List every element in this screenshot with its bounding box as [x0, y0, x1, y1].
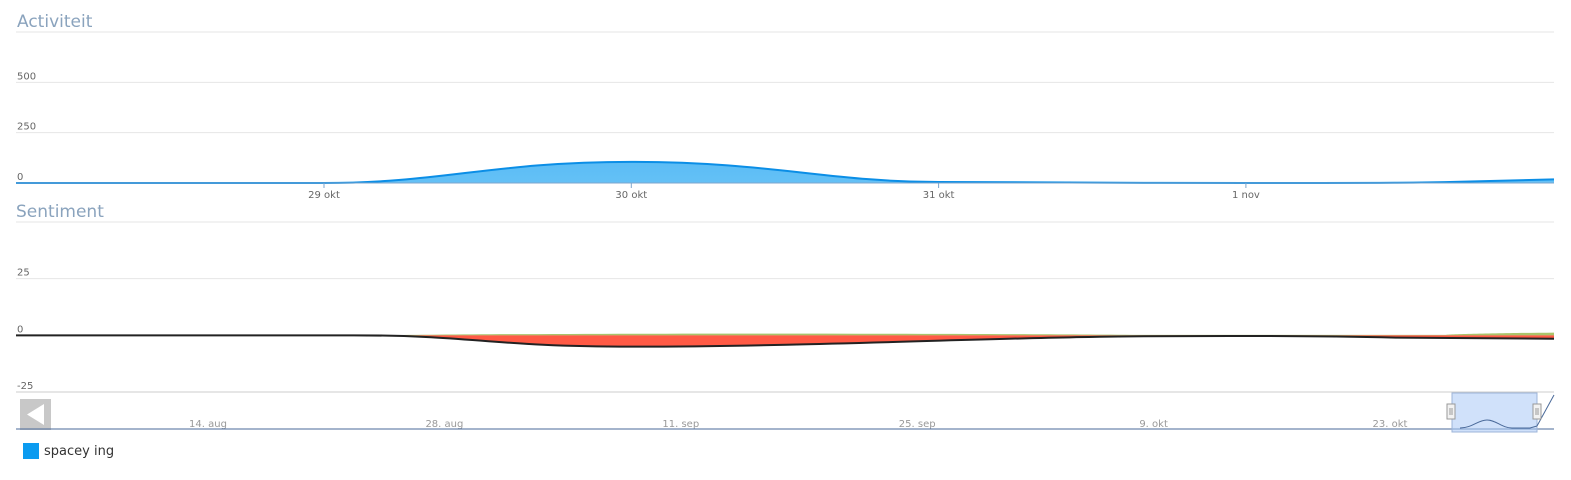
navigator-handle-right[interactable]: [1532, 403, 1542, 420]
navigator-x-tick-label: 11. sep: [662, 419, 699, 430]
sentiment-net-line: [16, 334, 1555, 348]
activity-panel: Activiteit 0 250 500 29 okt 30 okt 31 okt 1 n…: [16, 12, 1555, 201]
activity-x-ticks: 29 okt 30 okt 31 okt 1 nov: [308, 183, 1260, 201]
sentiment-panel: Sentiment -25 0 25: [16, 202, 1555, 393]
navigator-x-tick-label: 9. okt: [1139, 419, 1168, 430]
navigator-x-tick-label: 14. aug: [189, 419, 227, 430]
y-tick-label: 0: [17, 324, 23, 335]
y-tick-label: 500: [17, 71, 36, 82]
navigator-x-tick-label: 25. sep: [899, 419, 936, 430]
y-tick-label: 0: [17, 172, 23, 183]
sentiment-gridlines: [16, 278, 1554, 336]
navigator[interactable]: 14. aug 28. aug 11. sep 25. sep 9. okt 23. ok…: [16, 392, 1555, 433]
x-tick-label: 1 nov: [1232, 190, 1260, 201]
activity-area: [16, 161, 1554, 183]
sentiment-y-ticks: -25 0 25: [17, 268, 33, 392]
legend-label: spacey ing: [44, 444, 114, 459]
y-tick-label: 25: [17, 268, 30, 279]
navigator-handle-left[interactable]: [1446, 403, 1456, 420]
x-tick-label: 30 okt: [615, 190, 647, 201]
arrow-left-icon: [27, 404, 44, 425]
navigator-x-tick-label: 23. okt: [1373, 419, 1408, 430]
navigator-selection[interactable]: [1446, 392, 1555, 433]
y-tick-label: 250: [17, 122, 36, 133]
sentiment-negative-area: [16, 335, 1554, 347]
y-tick-label: -25: [17, 381, 33, 392]
x-tick-label: 31 okt: [923, 190, 955, 201]
x-tick-label: 29 okt: [308, 190, 340, 201]
activity-y-ticks: 0 250 500: [17, 71, 36, 183]
activity-title: Activiteit: [17, 12, 93, 32]
sentiment-title: Sentiment: [16, 202, 104, 222]
navigator-x-ticks: 14. aug 28. aug 11. sep 25. sep 9. okt 23. ok…: [189, 419, 1407, 430]
navigator-x-tick-label: 28. aug: [425, 419, 463, 430]
sentiment-positive-area: [384, 332, 1554, 336]
legend-item-spacey-ing[interactable]: spacey ing: [23, 443, 114, 459]
activity-gridlines: [16, 81, 1554, 134]
legend-swatch: [23, 443, 39, 459]
scroll-left-button[interactable]: [20, 399, 51, 430]
